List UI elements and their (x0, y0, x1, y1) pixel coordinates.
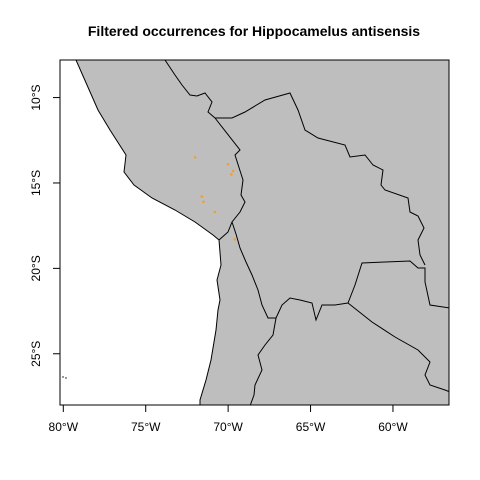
border-peru-bolivia-brazil (215, 92, 426, 266)
occurrence-layer (193, 156, 236, 241)
land-mass (76, 60, 449, 405)
border-bolivia-argentina (275, 297, 349, 322)
occurrence-point (193, 156, 197, 159)
y-axis: 10°S 15°S 20°S 25°S (29, 84, 61, 367)
occurrence-point (213, 210, 217, 214)
y-tick-label: 10°S (29, 84, 43, 110)
x-tick-label: 75°W (131, 420, 161, 434)
occurrence-point (202, 200, 205, 204)
edge-mark (65, 377, 67, 379)
edge-mark (62, 376, 64, 378)
occurrence-point (226, 162, 230, 166)
x-axis: 80°W 75°W 70°W 65°W 60°W (49, 404, 408, 434)
x-tick-label: 60°W (378, 420, 408, 434)
x-tick-label: 70°W (213, 420, 243, 434)
border-bolivia-chile (231, 221, 276, 319)
y-tick-label: 25°S (29, 341, 43, 367)
border-peru-north (164, 60, 216, 119)
coastline (75, 60, 222, 405)
border-peru-bolivia (214, 117, 246, 241)
map-title: Filtered occurrences for Hippocamelus an… (88, 23, 420, 39)
border-chile-argentina (249, 317, 277, 405)
occurrence-point (231, 169, 235, 173)
x-tick-label: 80°W (49, 420, 79, 434)
border-paraguay-argentina (347, 302, 449, 393)
map-panel (60, 60, 449, 405)
x-tick-label: 65°W (296, 420, 326, 434)
occurrence-point (230, 173, 233, 176)
occurrence-point (233, 238, 236, 241)
y-tick-label: 20°S (29, 255, 43, 281)
y-tick-label: 15°S (29, 170, 43, 196)
border-bolivia-paraguay (347, 260, 449, 309)
occurrence-point (200, 195, 204, 198)
